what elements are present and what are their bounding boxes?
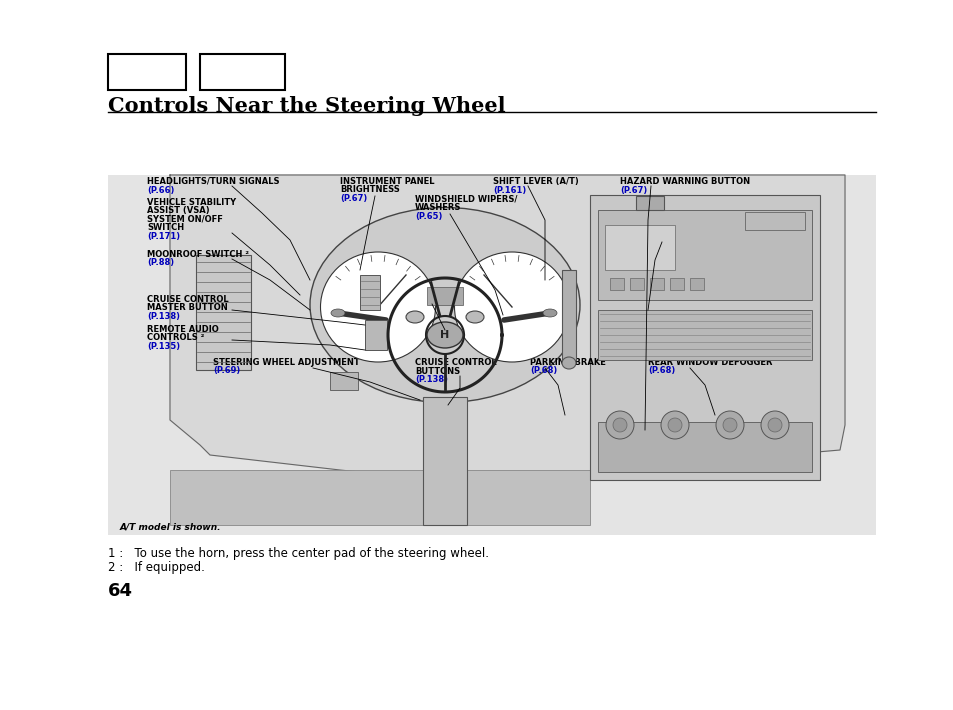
Bar	[744, 212, 804, 230]
Text: REMOTE AUDIO: REMOTE AUDIO	[147, 325, 218, 334]
Polygon shape	[170, 175, 844, 475]
Text: (P.135): (P.135)	[147, 342, 180, 351]
Text: (P.68): (P.68)	[530, 366, 557, 376]
Text: ASSIST (VSA): ASSIST (VSA)	[147, 207, 210, 216]
Bar	[598, 310, 811, 360]
Text: PARKING BRAKE: PARKING BRAKE	[530, 358, 605, 367]
Ellipse shape	[716, 411, 743, 439]
Text: (P.69): (P.69)	[213, 366, 240, 376]
Text: BUTTONS: BUTTONS	[415, 366, 459, 376]
Ellipse shape	[613, 418, 626, 432]
Text: (P.161): (P.161)	[493, 185, 526, 195]
Text: 2 :   If equipped.: 2 : If equipped.	[108, 561, 205, 574]
Text: (P.88): (P.88)	[147, 258, 174, 268]
Bar	[108, 54, 186, 90]
Text: VEHICLE STABILITY: VEHICLE STABILITY	[147, 198, 236, 207]
Ellipse shape	[722, 418, 737, 432]
Text: H: H	[440, 330, 449, 340]
Text: (P.65): (P.65)	[415, 212, 442, 221]
Bar	[170, 470, 589, 525]
Bar	[689, 278, 703, 290]
Bar	[195, 255, 251, 370]
Text: SYSTEM ON/OFF: SYSTEM ON/OFF	[147, 215, 223, 224]
Text: (P.138): (P.138)	[147, 312, 180, 321]
Bar	[636, 196, 663, 210]
Bar	[561, 270, 576, 360]
Ellipse shape	[310, 207, 579, 403]
Text: 1 :   To use the horn, press the center pad of the steering wheel.: 1 : To use the horn, press the center pa…	[108, 547, 489, 560]
Bar	[604, 225, 675, 270]
Ellipse shape	[760, 411, 788, 439]
Text: CONTROLS ²: CONTROLS ²	[147, 334, 204, 342]
Text: REAR WINDOW DEFOGGER: REAR WINDOW DEFOGGER	[647, 358, 772, 367]
Bar	[365, 320, 387, 350]
Text: HAZARD WARNING BUTTON: HAZARD WARNING BUTTON	[619, 177, 749, 186]
Bar	[598, 422, 811, 472]
Bar	[108, 175, 875, 535]
Ellipse shape	[660, 411, 688, 439]
Text: HEADLIGHTS/TURN SIGNALS: HEADLIGHTS/TURN SIGNALS	[147, 177, 279, 186]
Text: PASSENGER AIRBAG OFF: PASSENGER AIRBAG OFF	[659, 215, 774, 224]
Text: CRUISE CONTROL: CRUISE CONTROL	[147, 295, 229, 304]
Bar	[598, 210, 811, 300]
Bar	[422, 397, 467, 525]
Bar	[427, 287, 462, 305]
Bar	[629, 278, 643, 290]
Text: HORN ¹: HORN ¹	[432, 295, 465, 304]
Text: Controls Near the Steering Wheel: Controls Near the Steering Wheel	[108, 96, 505, 116]
Text: (P.67): (P.67)	[339, 194, 367, 203]
Text: (P.138): (P.138)	[415, 375, 448, 384]
Text: WINDSHIELD WIPERS/: WINDSHIELD WIPERS/	[415, 195, 517, 204]
Text: INSTRUMENT PANEL: INSTRUMENT PANEL	[339, 177, 434, 186]
Bar	[200, 54, 285, 90]
Text: BRIGHTNESS: BRIGHTNESS	[339, 185, 399, 195]
Text: STEERING WHEEL ADJUSTMENT: STEERING WHEEL ADJUSTMENT	[213, 358, 359, 367]
Ellipse shape	[561, 357, 576, 369]
Text: 64: 64	[108, 582, 132, 600]
Bar	[359, 275, 379, 310]
Ellipse shape	[454, 252, 569, 362]
Text: MASTER BUTTON: MASTER BUTTON	[147, 303, 228, 312]
Text: SHIFT LEVER (A/T): SHIFT LEVER (A/T)	[493, 177, 578, 186]
Text: MOONROOF SWITCH ²: MOONROOF SWITCH ²	[147, 250, 249, 259]
Ellipse shape	[667, 418, 681, 432]
Ellipse shape	[331, 309, 345, 317]
Text: (P.68): (P.68)	[647, 366, 675, 376]
Text: WASHERS: WASHERS	[415, 204, 461, 212]
Text: CRUISE CONTROL: CRUISE CONTROL	[415, 358, 497, 367]
Bar	[330, 372, 357, 390]
Bar	[669, 278, 683, 290]
Ellipse shape	[605, 411, 634, 439]
Text: SWITCH: SWITCH	[147, 224, 184, 232]
Text: (P.67): (P.67)	[619, 185, 646, 195]
Text: A/T model is shown.: A/T model is shown.	[120, 522, 221, 531]
Bar	[609, 278, 623, 290]
Bar	[649, 278, 663, 290]
Ellipse shape	[465, 311, 483, 323]
Ellipse shape	[542, 309, 557, 317]
Text: (P.66): (P.66)	[147, 185, 174, 195]
Ellipse shape	[767, 418, 781, 432]
Ellipse shape	[406, 311, 423, 323]
Ellipse shape	[320, 252, 435, 362]
Text: (P.171): (P.171)	[147, 232, 180, 241]
Ellipse shape	[427, 322, 462, 348]
Bar	[589, 195, 820, 480]
Text: (P.30): (P.30)	[659, 232, 686, 241]
Text: INDICATOR: INDICATOR	[659, 224, 711, 232]
